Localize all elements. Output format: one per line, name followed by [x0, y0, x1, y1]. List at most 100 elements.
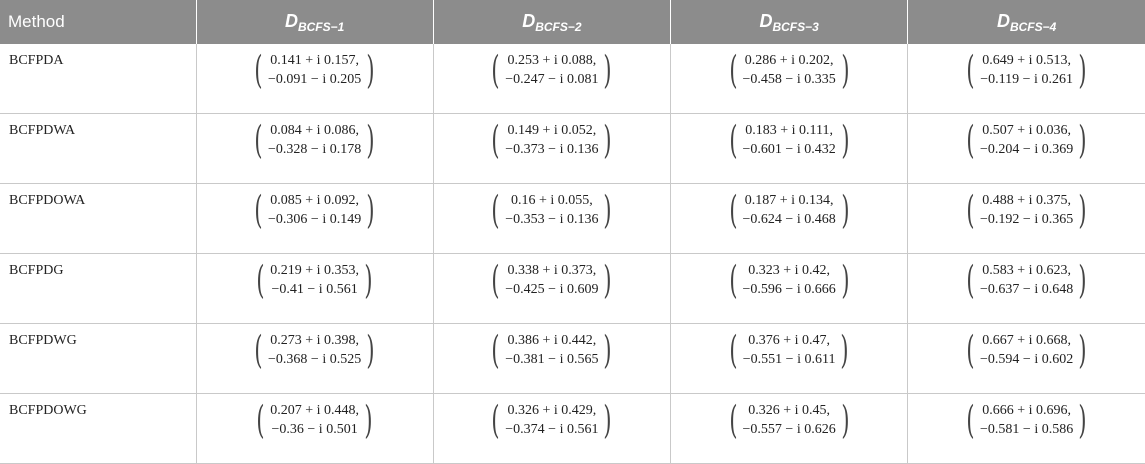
- left-paren: (: [966, 398, 975, 442]
- value-line-1: 0.286 + i 0.202,: [744, 53, 834, 68]
- right-paren: ): [841, 188, 850, 232]
- value-lines: 0.141 + i 0.157, −0.091 − i 0.205: [266, 51, 363, 89]
- value-line-2: −0.551 − i 0.611: [742, 352, 836, 367]
- table-row: BCFPDWA (0.084 + i 0.086, −0.328 − i 0.178…: [0, 113, 1145, 184]
- value-line-2: −0.458 − i 0.335: [742, 72, 836, 87]
- left-paren: (: [254, 328, 263, 372]
- complex-pair: (0.666 + i 0.696, −0.581 − i 0.586): [963, 400, 1090, 440]
- value-line-2: −0.204 − i 0.369: [980, 142, 1074, 157]
- complex-pair: (0.326 + i 0.429, −0.374 − i 0.561): [488, 400, 615, 440]
- value-cell: (0.323 + i 0.42, −0.596 − i 0.666): [670, 253, 909, 324]
- complex-pair: (0.183 + i 0.111, −0.601 − i 0.432): [726, 120, 853, 160]
- value-line-2: −0.381 − i 0.565: [505, 352, 599, 367]
- value-lines: 0.507 + i 0.036, −0.204 − i 0.369: [978, 121, 1075, 159]
- value-lines: 0.187 + i 0.134, −0.624 − i 0.468: [741, 191, 838, 229]
- value-line-1: 0.666 + i 0.696,: [982, 403, 1072, 418]
- complex-pair: (0.338 + i 0.373, −0.425 − i 0.609): [488, 260, 615, 300]
- value-cell: (0.376 + i 0.47, −0.551 − i 0.611): [670, 323, 909, 394]
- right-paren: ): [841, 118, 850, 162]
- table-row: BCFPDOWA (0.085 + i 0.092, −0.306 − i 0.14…: [0, 183, 1145, 254]
- right-paren: ): [366, 188, 375, 232]
- right-paren: ): [840, 328, 849, 372]
- value-cell: (0.187 + i 0.134, −0.624 − i 0.468): [670, 183, 909, 254]
- right-paren: ): [1078, 398, 1087, 442]
- complex-pair: (0.649 + i 0.513, −0.119 − i 0.261): [963, 50, 1089, 90]
- table-row: BCFPDOWG (0.207 + i 0.448, −0.36 − i 0.501…: [0, 393, 1145, 464]
- value-line-2: −0.306 − i 0.149: [268, 212, 362, 227]
- value-lines: 0.666 + i 0.696, −0.581 − i 0.586: [978, 401, 1075, 439]
- right-paren: ): [603, 328, 612, 372]
- complex-pair: (0.326 + i 0.45, −0.557 − i 0.626): [726, 400, 853, 440]
- left-paren: (: [491, 118, 500, 162]
- left-paren: (: [966, 48, 975, 92]
- value-line-1: 0.141 + i 0.157,: [270, 53, 360, 68]
- left-paren: (: [491, 398, 500, 442]
- left-paren: (: [966, 328, 975, 372]
- left-paren: (: [966, 118, 975, 162]
- method-name: BCFPDOWG: [0, 393, 197, 464]
- value-cell: (0.149 + i 0.052, −0.373 − i 0.136): [433, 113, 672, 184]
- value-cell: (0.253 + i 0.088, −0.247 − i 0.081): [433, 44, 672, 114]
- value-lines: 0.667 + i 0.668, −0.594 − i 0.602: [978, 331, 1075, 369]
- value-line-1: 0.323 + i 0.42,: [748, 263, 831, 278]
- value-cell: (0.219 + i 0.353, −0.41 − i 0.561): [196, 253, 434, 324]
- right-paren: ): [366, 328, 375, 372]
- left-paren: (: [729, 398, 738, 442]
- value-lines: 0.338 + i 0.373, −0.425 − i 0.609: [503, 261, 600, 299]
- value-lines: 0.326 + i 0.429, −0.374 − i 0.561: [503, 401, 600, 439]
- complex-pair: (0.376 + i 0.47, −0.551 − i 0.611): [726, 330, 852, 370]
- value-lines: 0.207 + i 0.448, −0.36 − i 0.501: [268, 401, 361, 439]
- method-name: BCFPDA: [0, 44, 197, 114]
- complex-pair: (0.386 + i 0.442, −0.381 − i 0.565): [488, 330, 615, 370]
- value-cell: (0.326 + i 0.45, −0.557 − i 0.626): [670, 393, 909, 464]
- right-paren: ): [603, 188, 612, 232]
- value-line-2: −0.373 − i 0.136: [505, 142, 599, 157]
- value-line-1: 0.187 + i 0.134,: [744, 193, 834, 208]
- table-row: BCFPDA (0.141 + i 0.157, −0.091 − i 0.205)…: [0, 44, 1145, 114]
- complex-pair: (0.323 + i 0.42, −0.596 − i 0.666): [726, 260, 853, 300]
- complex-pair: (0.667 + i 0.668, −0.594 − i 0.602): [963, 330, 1090, 370]
- complex-pair: (0.16 + i 0.055, −0.353 − i 0.136): [488, 190, 615, 230]
- table-header: Method DBCFS−1 DBCFS−2 DBCFS−3 DBCFS−4: [0, 0, 1145, 44]
- left-paren: (: [254, 48, 263, 92]
- value-line-1: 0.649 + i 0.513,: [982, 53, 1072, 68]
- value-line-2: −0.353 − i 0.136: [505, 212, 599, 227]
- value-cell: (0.085 + i 0.092, −0.306 − i 0.149): [196, 183, 434, 254]
- value-line-1: 0.583 + i 0.623,: [982, 263, 1072, 278]
- value-line-1: 0.084 + i 0.086,: [270, 123, 360, 138]
- value-line-1: 0.326 + i 0.429,: [507, 403, 597, 418]
- value-lines: 0.183 + i 0.111, −0.601 − i 0.432: [741, 121, 838, 159]
- value-lines: 0.085 + i 0.092, −0.306 − i 0.149: [266, 191, 363, 229]
- complex-pair: (0.219 + i 0.353, −0.41 − i 0.561): [253, 260, 375, 300]
- column-header: DBCFS−1: [196, 0, 434, 44]
- value-line-1: 0.386 + i 0.442,: [507, 333, 597, 348]
- value-lines: 0.286 + i 0.202, −0.458 − i 0.335: [741, 51, 838, 89]
- value-line-2: −0.368 − i 0.525: [268, 352, 362, 367]
- value-line-2: −0.374 − i 0.561: [505, 422, 599, 437]
- table-row: BCFPDWG (0.273 + i 0.398, −0.368 − i 0.525…: [0, 323, 1145, 394]
- column-header-symbol: D: [759, 10, 773, 31]
- right-paren: ): [603, 258, 612, 302]
- right-paren: ): [603, 118, 612, 162]
- value-line-2: −0.425 − i 0.609: [505, 282, 599, 297]
- method-name: BCFPDWG: [0, 323, 197, 394]
- value-cell: (0.326 + i 0.429, −0.374 − i 0.561): [433, 393, 672, 464]
- value-line-1: 0.667 + i 0.668,: [982, 333, 1072, 348]
- value-cell: (0.386 + i 0.442, −0.381 − i 0.565): [433, 323, 672, 394]
- right-paren: ): [841, 48, 850, 92]
- value-line-2: −0.601 − i 0.432: [742, 142, 836, 157]
- column-header: DBCFS−2: [433, 0, 672, 44]
- value-lines: 0.149 + i 0.052, −0.373 − i 0.136: [503, 121, 600, 159]
- right-paren: ): [841, 398, 850, 442]
- left-paren: (: [729, 328, 738, 372]
- table-row: BCFPDG (0.219 + i 0.353, −0.41 − i 0.561) (…: [0, 253, 1145, 324]
- value-line-1: 0.085 + i 0.092,: [270, 193, 360, 208]
- value-lines: 0.649 + i 0.513, −0.119 − i 0.261: [978, 51, 1075, 89]
- method-name: BCFPDG: [0, 253, 197, 324]
- right-paren: ): [1078, 328, 1087, 372]
- right-paren: ): [1078, 118, 1087, 162]
- complex-pair: (0.253 + i 0.088, −0.247 − i 0.081): [488, 50, 615, 90]
- value-cell: (0.16 + i 0.055, −0.353 − i 0.136): [433, 183, 672, 254]
- right-paren: ): [366, 118, 375, 162]
